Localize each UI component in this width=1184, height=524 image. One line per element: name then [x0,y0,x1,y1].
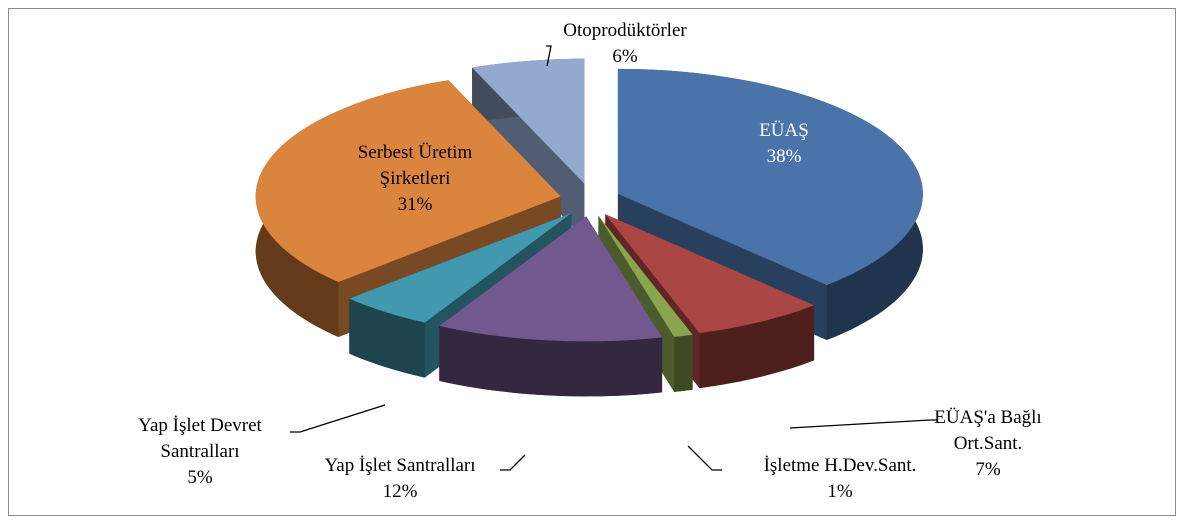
value-label: 5% [187,467,213,488]
category-label: Otoprodüktörler [563,20,687,41]
category-label: Yap İşlet Devret Santralları [138,415,262,462]
slice-label: Otoprodüktörler 6% [515,18,735,70]
value-label: 31% [397,194,433,215]
slice-label: Yap İşlet Santralları 12% [270,453,530,505]
category-label: Yap İşlet Santralları [324,455,476,476]
slice [349,213,572,323]
slice-side [674,334,693,392]
category-label: İşletme H.Dev.Sant. [763,455,917,476]
category-label: EÜAŞ'a Bağlı Ort.Sant. [934,407,1042,454]
slice-side [439,325,663,397]
slice-side [349,298,425,378]
value-label: 38% [766,146,802,167]
slice [439,216,663,342]
slice-label: Serbest Üretim Şirketleri 31% [325,140,505,218]
value-label: 7% [975,459,1001,480]
leader-line [789,419,938,429]
category-label: Serbest Üretim Şirketleri [357,142,473,189]
value-label: 6% [612,46,638,67]
slice [605,214,815,334]
slice-label: İşletme H.Dev.Sant. 1% [710,453,970,505]
leader-line [687,445,722,471]
slice [598,215,693,337]
leader-line [546,45,552,67]
slice [472,58,585,184]
slice-label: EÜAŞ'a Bağlı Ort.Sant. 7% [913,405,1063,483]
value-label: 1% [827,481,853,502]
leader-line [290,404,386,433]
slice-label: Yap İşlet Devret Santralları 5% [100,413,300,491]
category-label: EÜAŞ [759,120,809,141]
slice [617,68,923,286]
leader-lines [290,45,938,471]
slice [255,80,561,282]
leader-line [500,454,526,471]
slice-label: EÜAŞ 38% [724,118,844,170]
pie [255,58,923,397]
slice-side [699,305,815,389]
value-label: 12% [382,481,418,502]
